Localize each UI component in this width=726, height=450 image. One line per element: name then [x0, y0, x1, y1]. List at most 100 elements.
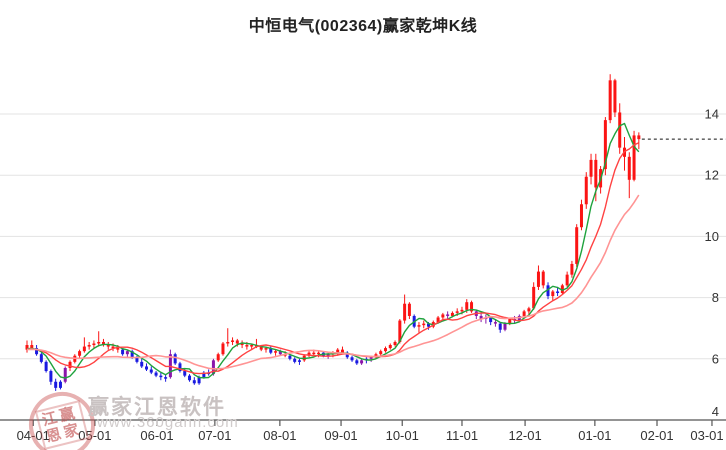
candle-body [503, 323, 507, 330]
y-tick-label: 8 [712, 290, 719, 305]
ma-fast [26, 122, 640, 379]
candle-body [546, 285, 550, 297]
ma-mid [26, 142, 640, 375]
candle-body [63, 367, 67, 382]
candle-body [565, 274, 569, 286]
candle-body [446, 314, 450, 316]
candle-body [417, 325, 421, 327]
candle-body [54, 381, 58, 388]
x-tick-label: 05-01 [78, 428, 111, 443]
candle-body [164, 377, 168, 379]
candle-body [465, 302, 469, 310]
x-tick-label: 12-01 [508, 428, 541, 443]
candle-body [460, 309, 464, 312]
grid-lines [0, 113, 726, 360]
y-tick-label: 14 [705, 107, 719, 122]
candle-body [130, 351, 134, 358]
candle-body [259, 346, 263, 350]
candle-body [340, 349, 344, 353]
candle-body [68, 361, 72, 368]
candle-body [87, 345, 91, 347]
candle-body [264, 348, 268, 350]
y-tick-label: 12 [705, 168, 719, 183]
candle-body [570, 263, 574, 275]
candle-body [297, 360, 301, 362]
candle-body [336, 349, 340, 353]
candle-body [312, 352, 316, 355]
candle-body [111, 346, 115, 349]
candle-body [245, 345, 249, 347]
candle-body [78, 351, 82, 356]
candle-body [556, 291, 560, 294]
x-tick-label: 06-01 [140, 428, 173, 443]
candle-body [135, 357, 139, 362]
candles-layer [25, 74, 641, 391]
x-tick-label: 03-01 [690, 428, 723, 443]
candle-body [603, 120, 607, 170]
ma-mid-line [26, 142, 640, 375]
x-tick-label: 10-01 [386, 428, 419, 443]
candle-body [82, 346, 86, 352]
candle-body [398, 320, 402, 342]
candle-body [403, 303, 407, 321]
watermark-website-url: www.360gann.com [97, 414, 239, 431]
candle-body [188, 375, 192, 381]
candle-body [173, 354, 177, 364]
candle-body [154, 372, 158, 376]
candle-body [226, 341, 230, 344]
watermark-software-name: 赢家江恩软件 [88, 396, 226, 419]
y-tick-label: 4 [712, 404, 719, 419]
candle-body [116, 348, 120, 350]
y-tick-label: 10 [705, 229, 719, 244]
candle-body [479, 315, 483, 320]
candle-body [527, 308, 531, 312]
candle-body [202, 372, 206, 378]
candle-body [360, 360, 364, 364]
candle-body [97, 341, 101, 344]
ma-slow-line [26, 194, 640, 370]
x-tick-label: 11-01 [446, 428, 478, 443]
candle-body [355, 360, 359, 364]
candle-body [541, 271, 545, 286]
x-tick-label: 09-01 [324, 428, 357, 443]
candle-body [618, 112, 622, 148]
candle-body [44, 361, 48, 372]
candle-body [345, 352, 349, 358]
candle-body [221, 343, 225, 355]
candle-body [269, 348, 273, 353]
candle-body [121, 349, 125, 355]
candle-body [140, 361, 144, 367]
candle-body [407, 303, 411, 316]
candle-body [422, 323, 426, 326]
candle-body [240, 343, 244, 346]
candle-body [92, 343, 96, 346]
candle-body [307, 352, 311, 356]
candle-body [384, 348, 387, 352]
candle-body [470, 302, 474, 312]
candle-body [235, 340, 239, 344]
candle-body [379, 351, 383, 355]
candle-body [197, 377, 201, 384]
candle-body [594, 159, 598, 188]
candle-body [613, 80, 617, 113]
candle-body [317, 352, 321, 355]
candle-body [178, 363, 182, 372]
candle-body [101, 341, 105, 346]
candle-body [532, 286, 536, 309]
gann-stamp-characters: 江赢 恩家 [34, 399, 90, 450]
candle-body [575, 227, 579, 264]
candle-body [25, 345, 29, 350]
candle-body [427, 323, 431, 327]
candle-body [522, 311, 526, 316]
candle-body [350, 357, 354, 361]
candle-body [216, 354, 220, 361]
candle-body [231, 340, 235, 342]
candle-body [536, 271, 540, 287]
x-tick-label: 08-01 [263, 428, 296, 443]
candle-body [106, 345, 110, 347]
candle-body [274, 351, 278, 353]
candle-body [159, 375, 163, 378]
candle-body [489, 317, 493, 323]
